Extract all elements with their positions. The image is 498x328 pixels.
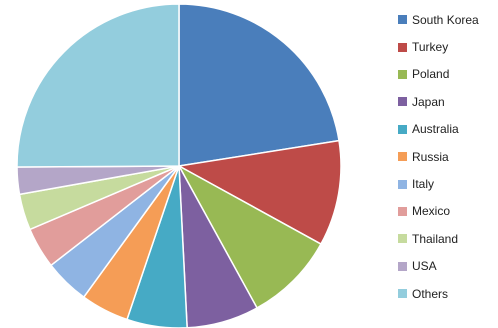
pie-slice-south-korea [178, 3, 340, 167]
pie-plot [16, 3, 342, 328]
legend-swatch-japan [398, 97, 407, 107]
legend-item-south-korea: South Korea [398, 6, 498, 33]
legend-item-australia: Australia [398, 116, 498, 143]
legend-label-mexico: Mexico [412, 204, 451, 219]
legend-item-russia: Russia [398, 143, 498, 170]
legend-label-usa: USA [412, 259, 437, 274]
legend-item-usa: USA [398, 253, 498, 280]
legend-swatch-mexico [398, 206, 407, 216]
legend-item-poland: Poland [398, 61, 498, 88]
legend-label-poland: Poland [412, 67, 450, 82]
legend-label-russia: Russia [412, 149, 449, 164]
pie-slice-turkey [176, 139, 342, 246]
legend-label-others: Others [412, 286, 449, 301]
legend-swatch-thailand [398, 234, 407, 244]
legend-swatch-south-korea [398, 15, 407, 25]
legend: South Korea Turkey Poland Japan Australia Rus… [398, 6, 498, 307]
legend-swatch-others [398, 289, 407, 299]
pie-slice-others [16, 3, 180, 168]
legend-label-turkey: Turkey [412, 40, 449, 55]
legend-swatch-poland [398, 69, 407, 79]
legend-item-japan: Japan [398, 88, 498, 115]
pie-slice-poland [177, 164, 322, 309]
legend-swatch-russia [398, 152, 407, 162]
legend-swatch-turkey [398, 42, 407, 52]
legend-swatch-australia [398, 124, 407, 134]
legend-label-australia: Australia [412, 122, 459, 137]
legend-item-thailand: Thailand [398, 225, 498, 252]
legend-item-turkey: Turkey [398, 33, 498, 60]
legend-label-south-korea: South Korea [412, 12, 479, 27]
legend-label-thailand: Thailand [412, 231, 459, 246]
legend-label-japan: Japan [412, 94, 445, 109]
legend-item-mexico: Mexico [398, 198, 498, 225]
legend-label-italy: Italy [412, 177, 435, 192]
legend-swatch-usa [398, 261, 407, 271]
legend-swatch-italy [398, 179, 407, 189]
legend-item-italy: Italy [398, 170, 498, 197]
legend-item-others: Others [398, 280, 498, 307]
